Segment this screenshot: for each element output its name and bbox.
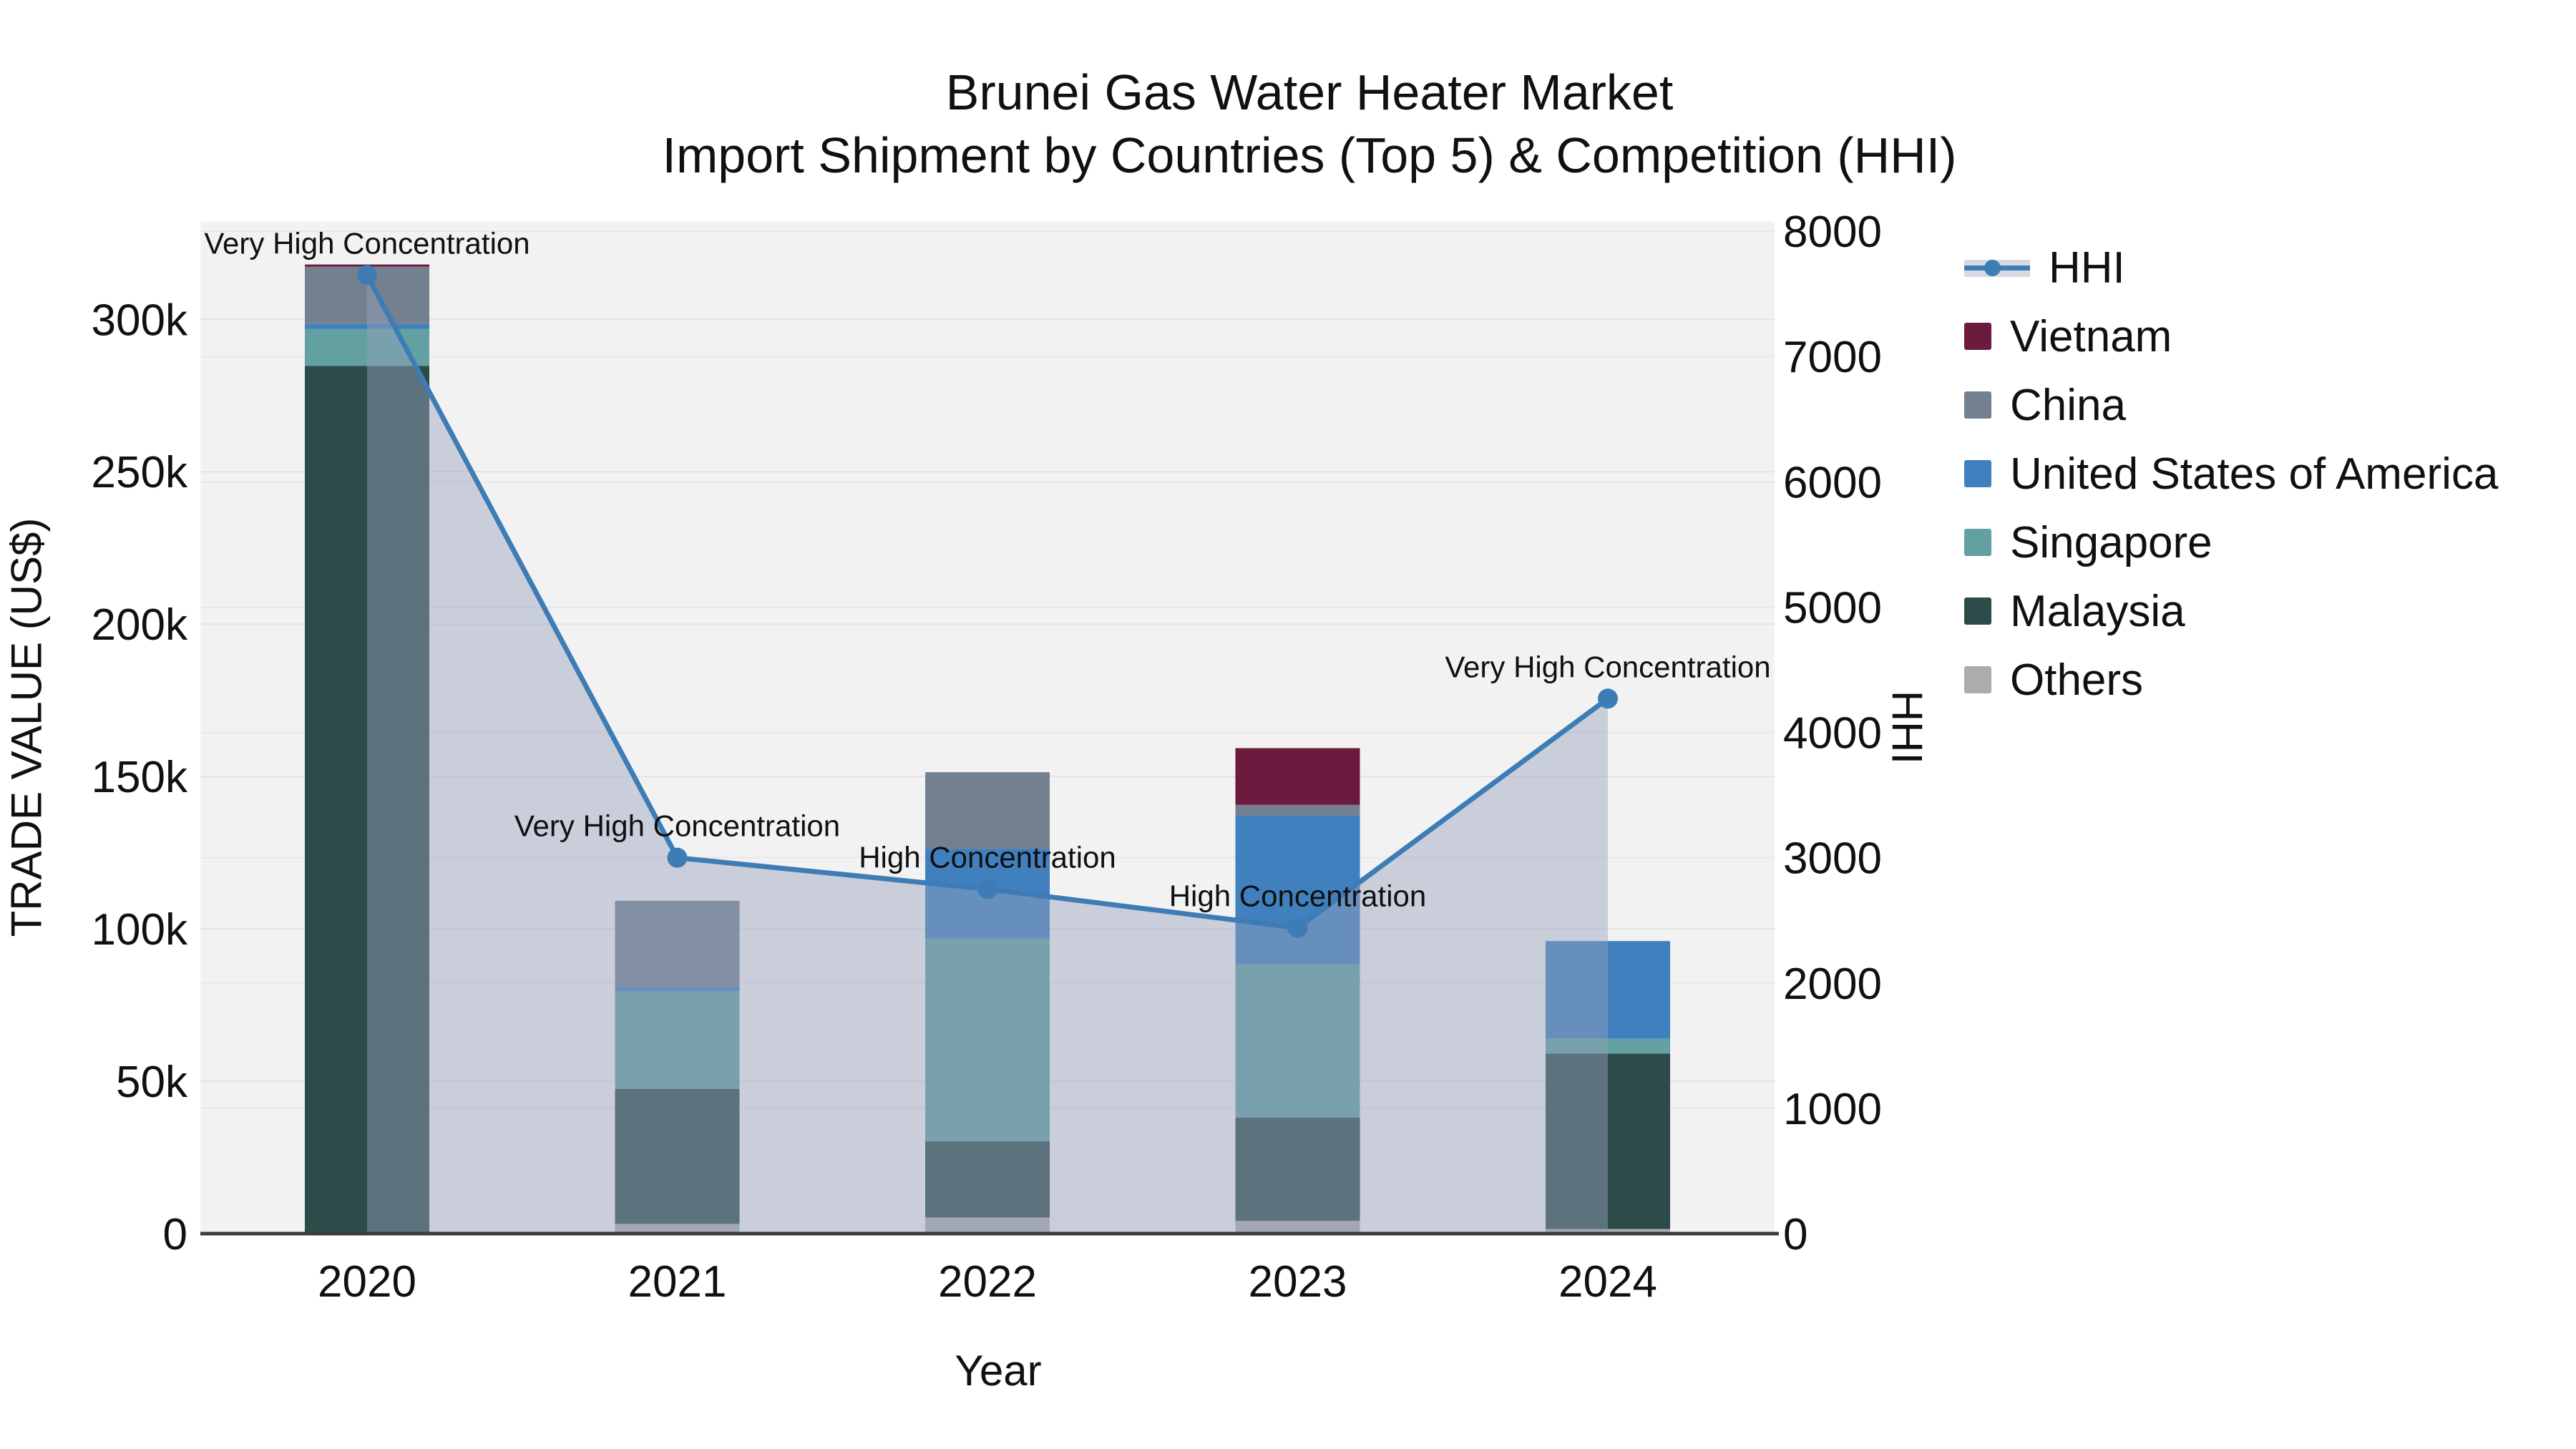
legend-swatch-icon: [1964, 529, 1991, 556]
legend-item-united-states-of-america[interactable]: United States of America: [1964, 439, 2498, 508]
legend-label: Others: [2010, 655, 2144, 705]
right-tick-label: 6000: [1783, 458, 1882, 507]
legend-swatch-icon: [1964, 460, 1991, 487]
right-tick-label: 8000: [1783, 208, 1882, 257]
hhi-area-fill: [367, 275, 1608, 1234]
legend-label: HHI: [2049, 243, 2125, 293]
right-tick-label: 4000: [1783, 709, 1882, 758]
legend-swatch-icon: [1964, 666, 1991, 693]
bar-segment-china-2023[interactable]: [1235, 804, 1360, 816]
hhi-line-swatch-icon: [1964, 254, 2030, 281]
x-tick-label-2021: 2021: [628, 1257, 727, 1307]
right-tick-label: 5000: [1783, 583, 1882, 633]
bar-segment-malaysia-2023[interactable]: [1235, 1117, 1360, 1221]
right-tick-label: 0: [1783, 1210, 1807, 1259]
left-tick-label: 250k: [92, 448, 188, 497]
hhi-marker-2022[interactable]: [977, 879, 997, 899]
legend-label: Vietnam: [2010, 311, 2172, 361]
legend-label: Malaysia: [2010, 586, 2185, 636]
annotation-2021: Very High Concentration: [514, 809, 840, 843]
x-tick-label-2022: 2022: [938, 1257, 1037, 1307]
legend-item-others[interactable]: Others: [1964, 645, 2498, 714]
annotation-2024: Very High Concentration: [1445, 650, 1770, 683]
chart-title-line1: Brunei Gas Water Heater Market: [945, 64, 1674, 120]
right-tick-label: 1000: [1783, 1085, 1882, 1134]
right-tick-label: 7000: [1783, 333, 1882, 382]
legend-swatch-icon: [1964, 597, 1991, 625]
left-axis-title: TRADE VALUE (US$): [2, 517, 51, 937]
bar-segment-others-2024[interactable]: [1546, 1229, 1670, 1234]
right-tick-label: 2000: [1783, 960, 1882, 1009]
annotation-2020: Very High Concentration: [204, 226, 530, 260]
right-tick-label: 3000: [1783, 834, 1882, 884]
legend-item-china[interactable]: China: [1964, 371, 2498, 439]
legend-label: United States of America: [2010, 449, 2499, 499]
left-tick-label: 0: [163, 1210, 187, 1259]
bar-segment-malaysia-2024[interactable]: [1546, 1053, 1670, 1229]
bar-segment-singapore-2022[interactable]: [925, 938, 1050, 1141]
right-axis-title: HHI: [1883, 690, 1931, 765]
bar-segment-singapore-2024[interactable]: [1546, 1038, 1670, 1054]
bar-segment-others-2023[interactable]: [1235, 1221, 1360, 1234]
legend-swatch-icon: [1964, 391, 1991, 419]
x-tick-label-2020: 2020: [318, 1257, 416, 1307]
left-tick-label: 200k: [92, 600, 188, 650]
bar-segment-singapore-2023[interactable]: [1235, 964, 1360, 1118]
annotation-2023: High Concentration: [1169, 879, 1427, 913]
chart-title-line2: Import Shipment by Countries (Top 5) & C…: [662, 127, 1957, 183]
legend-item-singapore[interactable]: Singapore: [1964, 508, 2498, 577]
left-tick-label: 150k: [92, 753, 188, 802]
x-tick-label-2024: 2024: [1558, 1257, 1657, 1307]
hhi-marker-2023[interactable]: [1287, 917, 1308, 938]
annotation-2022: High Concentration: [859, 840, 1116, 874]
bar-segment-malaysia-2020[interactable]: [305, 366, 429, 1234]
x-tick-label-2023: 2023: [1249, 1257, 1347, 1307]
hhi-marker-2021[interactable]: [667, 847, 688, 868]
bar-segment-united-states-of-america-2021[interactable]: [615, 987, 740, 992]
bar-segment-china-2021[interactable]: [615, 900, 740, 987]
bar-segment-china-2022[interactable]: [925, 772, 1050, 849]
bar-segment-others-2021[interactable]: [615, 1224, 740, 1234]
hhi-marker-2020[interactable]: [357, 265, 377, 286]
hhi-marker-2024[interactable]: [1598, 688, 1618, 709]
left-tick-label: 100k: [92, 905, 188, 955]
legend-label: Singapore: [2010, 517, 2212, 567]
legend: HHI Vietnam China United States of America S…: [1964, 233, 2498, 714]
bar-segment-malaysia-2021[interactable]: [615, 1088, 740, 1224]
x-axis-title: Year: [955, 1347, 1042, 1395]
bar-segment-singapore-2020[interactable]: [305, 328, 429, 366]
bar-segment-united-states-of-america-2023[interactable]: [1235, 815, 1360, 965]
bar-segment-vietnam-2023[interactable]: [1235, 748, 1360, 805]
left-tick-label: 300k: [92, 296, 188, 345]
bar-segment-united-states-of-america-2020[interactable]: [305, 323, 429, 329]
bar-segment-united-states-of-america-2024[interactable]: [1546, 941, 1670, 1039]
left-tick-label: 50k: [116, 1058, 188, 1107]
bar-segment-others-2022[interactable]: [925, 1217, 1050, 1234]
legend-item-hhi[interactable]: HHI: [1964, 233, 2498, 302]
legend-label: China: [2010, 380, 2126, 430]
legend-swatch-icon: [1964, 323, 1991, 350]
bar-segment-singapore-2021[interactable]: [615, 991, 740, 1089]
bar-segment-malaysia-2022[interactable]: [925, 1141, 1050, 1218]
legend-item-vietnam[interactable]: Vietnam: [1964, 302, 2498, 371]
legend-item-malaysia[interactable]: Malaysia: [1964, 577, 2498, 645]
